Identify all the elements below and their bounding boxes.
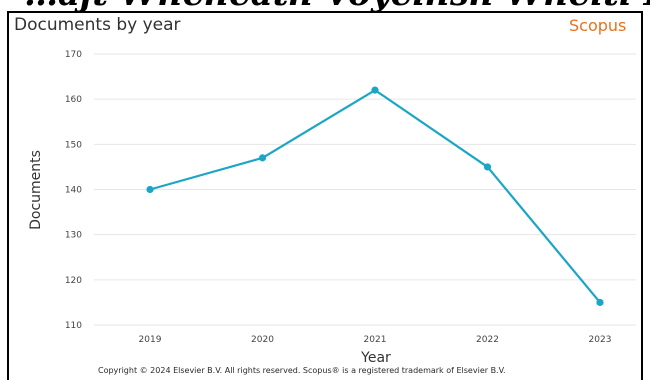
data-point	[483, 163, 492, 171]
chart-title: Documents by year	[14, 15, 181, 35]
y-axis-title: Documents	[28, 150, 44, 230]
y-tick-label: 170	[65, 50, 82, 60]
chart-frame	[7, 11, 643, 380]
series-line	[149, 89, 601, 304]
scopus-logo: Scopus	[569, 16, 627, 35]
x-tick-label: 2021	[364, 335, 387, 345]
data-point	[371, 86, 379, 94]
data-point	[258, 154, 267, 162]
y-tick-label: 130	[65, 231, 82, 241]
cropped-heading-text: …ajt Wheheath Voyelhsh Wheiti Herb…	[24, 0, 650, 12]
cropped-heading-strip: …ajt Wheheath Voyelhsh Wheiti Herb…	[0, 0, 650, 12]
y-tick-label: 110	[65, 321, 82, 331]
data-point	[146, 185, 154, 194]
x-axis-title: Year	[360, 350, 391, 366]
x-tick-label: 2023	[589, 335, 612, 345]
y-tick-label: 120	[65, 276, 82, 286]
data-point	[596, 298, 604, 307]
x-tick-label: 2022	[476, 335, 499, 345]
y-tick-label: 160	[65, 95, 82, 105]
y-tick-label: 150	[65, 140, 82, 150]
y-tick-label: 140	[65, 186, 82, 196]
copyright-notice: Copyright © 2024 Elsevier B.V. All right…	[98, 366, 506, 375]
x-tick-label: 2020	[251, 335, 274, 345]
x-tick-label: 2019	[139, 335, 162, 345]
